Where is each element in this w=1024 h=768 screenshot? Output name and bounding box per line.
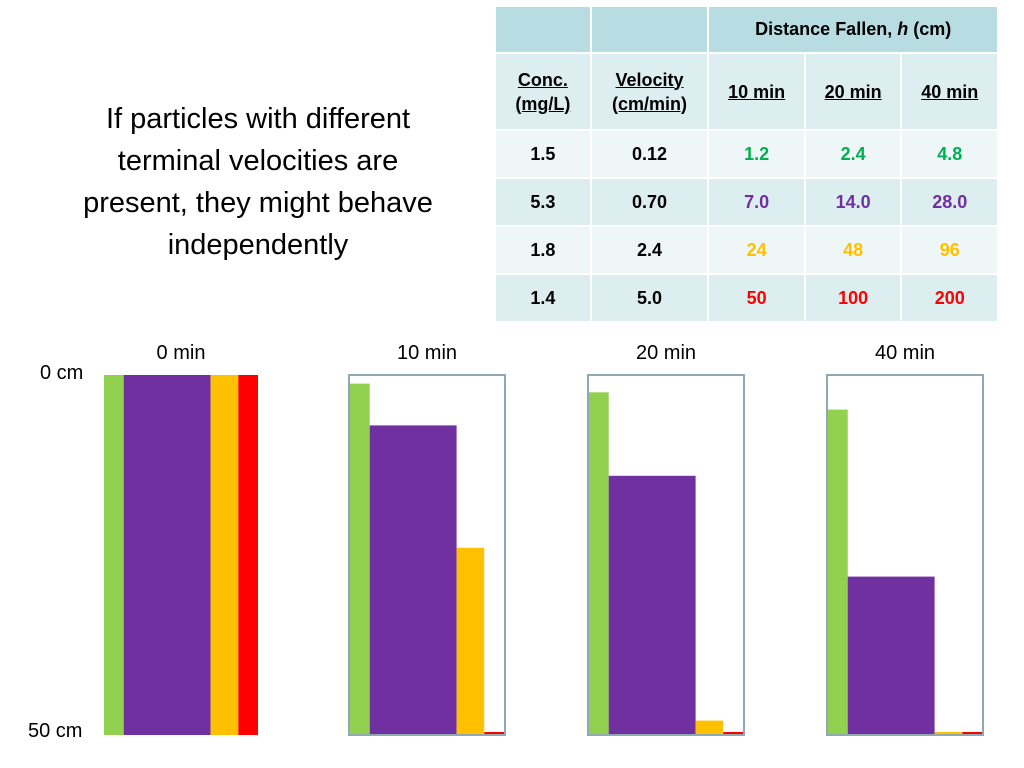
particle-band-purple <box>369 425 457 735</box>
depth-bottom-label: 50 cm <box>28 720 83 742</box>
t10-header: 10 min <box>707 52 806 131</box>
particle-band-purple <box>608 475 696 735</box>
heading-line: independently <box>167 229 349 261</box>
particle-band-red <box>484 732 504 735</box>
table-cell-velocity: 2.4 <box>589 225 710 275</box>
particle-band-green <box>350 383 370 735</box>
distance-fallen-header: Distance Fallen, h (cm) <box>707 5 999 54</box>
table-cell-d10: 24 <box>707 225 806 275</box>
particle-band-red <box>723 732 743 735</box>
table-row: 1.4 5.0 50 100 200 <box>494 273 999 323</box>
table-cell-velocity: 0.12 <box>589 129 710 179</box>
settling-data-table: Distance Fallen, h (cm) Conc. (mg/L) Vel… <box>494 5 999 323</box>
table-cell-d40: 4.8 <box>900 129 999 179</box>
distance-fallen-prefix: Distance Fallen, <box>755 19 898 39</box>
distance-fallen-var: h <box>897 19 909 39</box>
table-row: 1.5 0.12 1.2 2.4 4.8 <box>494 129 999 179</box>
table-cell-d20: 2.4 <box>803 129 903 179</box>
t20-header: 20 min <box>803 52 903 131</box>
particle-band-orange <box>934 732 963 735</box>
table-cell-velocity: 0.70 <box>589 177 710 227</box>
heading-line: If particles with different <box>105 103 411 135</box>
column-time-label: 10 min <box>396 342 458 364</box>
velocity-header-line: (cm/min) <box>612 93 688 114</box>
particle-band-purple <box>847 576 935 735</box>
table-cell-d40: 200 <box>900 273 999 323</box>
settling-column-border <box>587 374 745 736</box>
table-cell-conc: 1.8 <box>494 225 592 275</box>
conc-header-line: (mg/L) <box>515 93 571 114</box>
table-cell-d20: 100 <box>803 273 903 323</box>
velocity-header: Velocity (cm/min) <box>589 52 710 131</box>
table-cell-d40: 28.0 <box>900 177 999 227</box>
t40-header: 40 min <box>900 52 999 131</box>
particle-band-red <box>238 375 258 735</box>
table-cell-d10: 1.2 <box>707 129 806 179</box>
table-cell-d40: 96 <box>900 225 999 275</box>
column-time-label: 20 min <box>635 342 697 364</box>
heading-line: terminal velocities are <box>117 145 399 177</box>
particle-band-green <box>828 409 848 735</box>
table-cell-velocity: 5.0 <box>589 273 710 323</box>
particle-band-orange <box>695 720 724 735</box>
table-cell-d10: 50 <box>707 273 806 323</box>
particle-band-green <box>589 392 609 735</box>
velocity-header-line: Velocity <box>615 69 684 90</box>
distance-fallen-unit: (cm) <box>908 19 952 39</box>
table-cell-conc: 1.4 <box>494 273 592 323</box>
depth-top-label: 0 cm <box>40 362 84 384</box>
table-row: 1.8 2.4 24 48 96 <box>494 225 999 275</box>
conc-header: Conc. (mg/L) <box>494 52 592 131</box>
settling-column-border <box>348 374 506 736</box>
table-group-header-row: Distance Fallen, h (cm) <box>494 5 999 54</box>
table-row: 5.3 0.70 7.0 14.0 28.0 <box>494 177 999 227</box>
particle-band-orange <box>456 547 485 735</box>
table-header-empty <box>589 5 710 54</box>
table-header-empty <box>494 5 592 54</box>
table-cell-conc: 1.5 <box>494 129 592 179</box>
table-cell-d20: 48 <box>803 225 903 275</box>
particle-band-green <box>104 375 124 735</box>
table-cell-conc: 5.3 <box>494 177 592 227</box>
particle-band-purple <box>123 375 211 735</box>
heading-line: present, they might behave <box>83 187 433 219</box>
slide-heading: If particles with different terminal vel… <box>40 98 476 266</box>
table-cell-d20: 14.0 <box>803 177 903 227</box>
conc-header-line: Conc. <box>517 69 568 90</box>
particle-band-orange <box>210 375 239 735</box>
settling-column-border <box>826 374 984 736</box>
particle-band-red <box>962 732 982 735</box>
column-time-label: 40 min <box>874 342 936 364</box>
column-time-label: 0 min <box>156 342 206 364</box>
table-column-header-row: Conc. (mg/L) Velocity (cm/min) 10 min 20… <box>494 52 999 131</box>
table-cell-d10: 7.0 <box>707 177 806 227</box>
